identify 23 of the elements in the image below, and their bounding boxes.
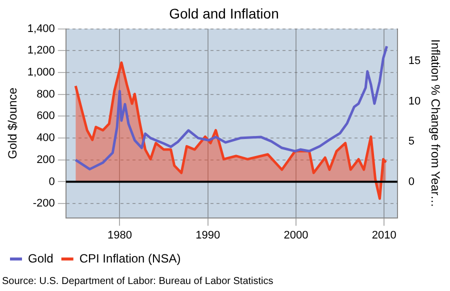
y-axis-title: Gold $/ounce: [6, 87, 20, 159]
y-tick-label: 600: [36, 110, 55, 122]
chart-title: Gold and Inflation: [169, 5, 279, 22]
y-tick-label: 400: [36, 132, 55, 144]
legend-label: Gold: [28, 251, 54, 266]
y-tick-label: 800: [36, 88, 55, 100]
y2-tick-label: 5: [408, 136, 414, 148]
y2-tick-label: 15: [408, 55, 421, 68]
x-tick-label: 1980: [107, 229, 132, 242]
y2-axis-title: Inflation % Change from Year…: [428, 39, 442, 208]
legend-label: CPI Inflation (NSA): [79, 251, 181, 266]
y-tick-label: 1,000: [27, 66, 55, 79]
x-tick-label: 2010: [372, 229, 396, 242]
y-tick-label: 1,200: [27, 44, 55, 57]
y-tick-label: 0: [48, 176, 55, 188]
y-tick-label: -200: [32, 198, 55, 210]
y-tick-label: 1,400: [27, 22, 55, 35]
y-tick-label: 200: [36, 154, 55, 166]
x-tick-label: 2000: [284, 229, 308, 242]
source-note: Source: U.S. Department of Labor: Bureau of Labor Statistics: [2, 276, 274, 287]
x-tick-label: 1990: [196, 229, 220, 242]
y2-tick-label: 0: [408, 176, 414, 188]
y2-tick-label: 10: [408, 95, 421, 108]
